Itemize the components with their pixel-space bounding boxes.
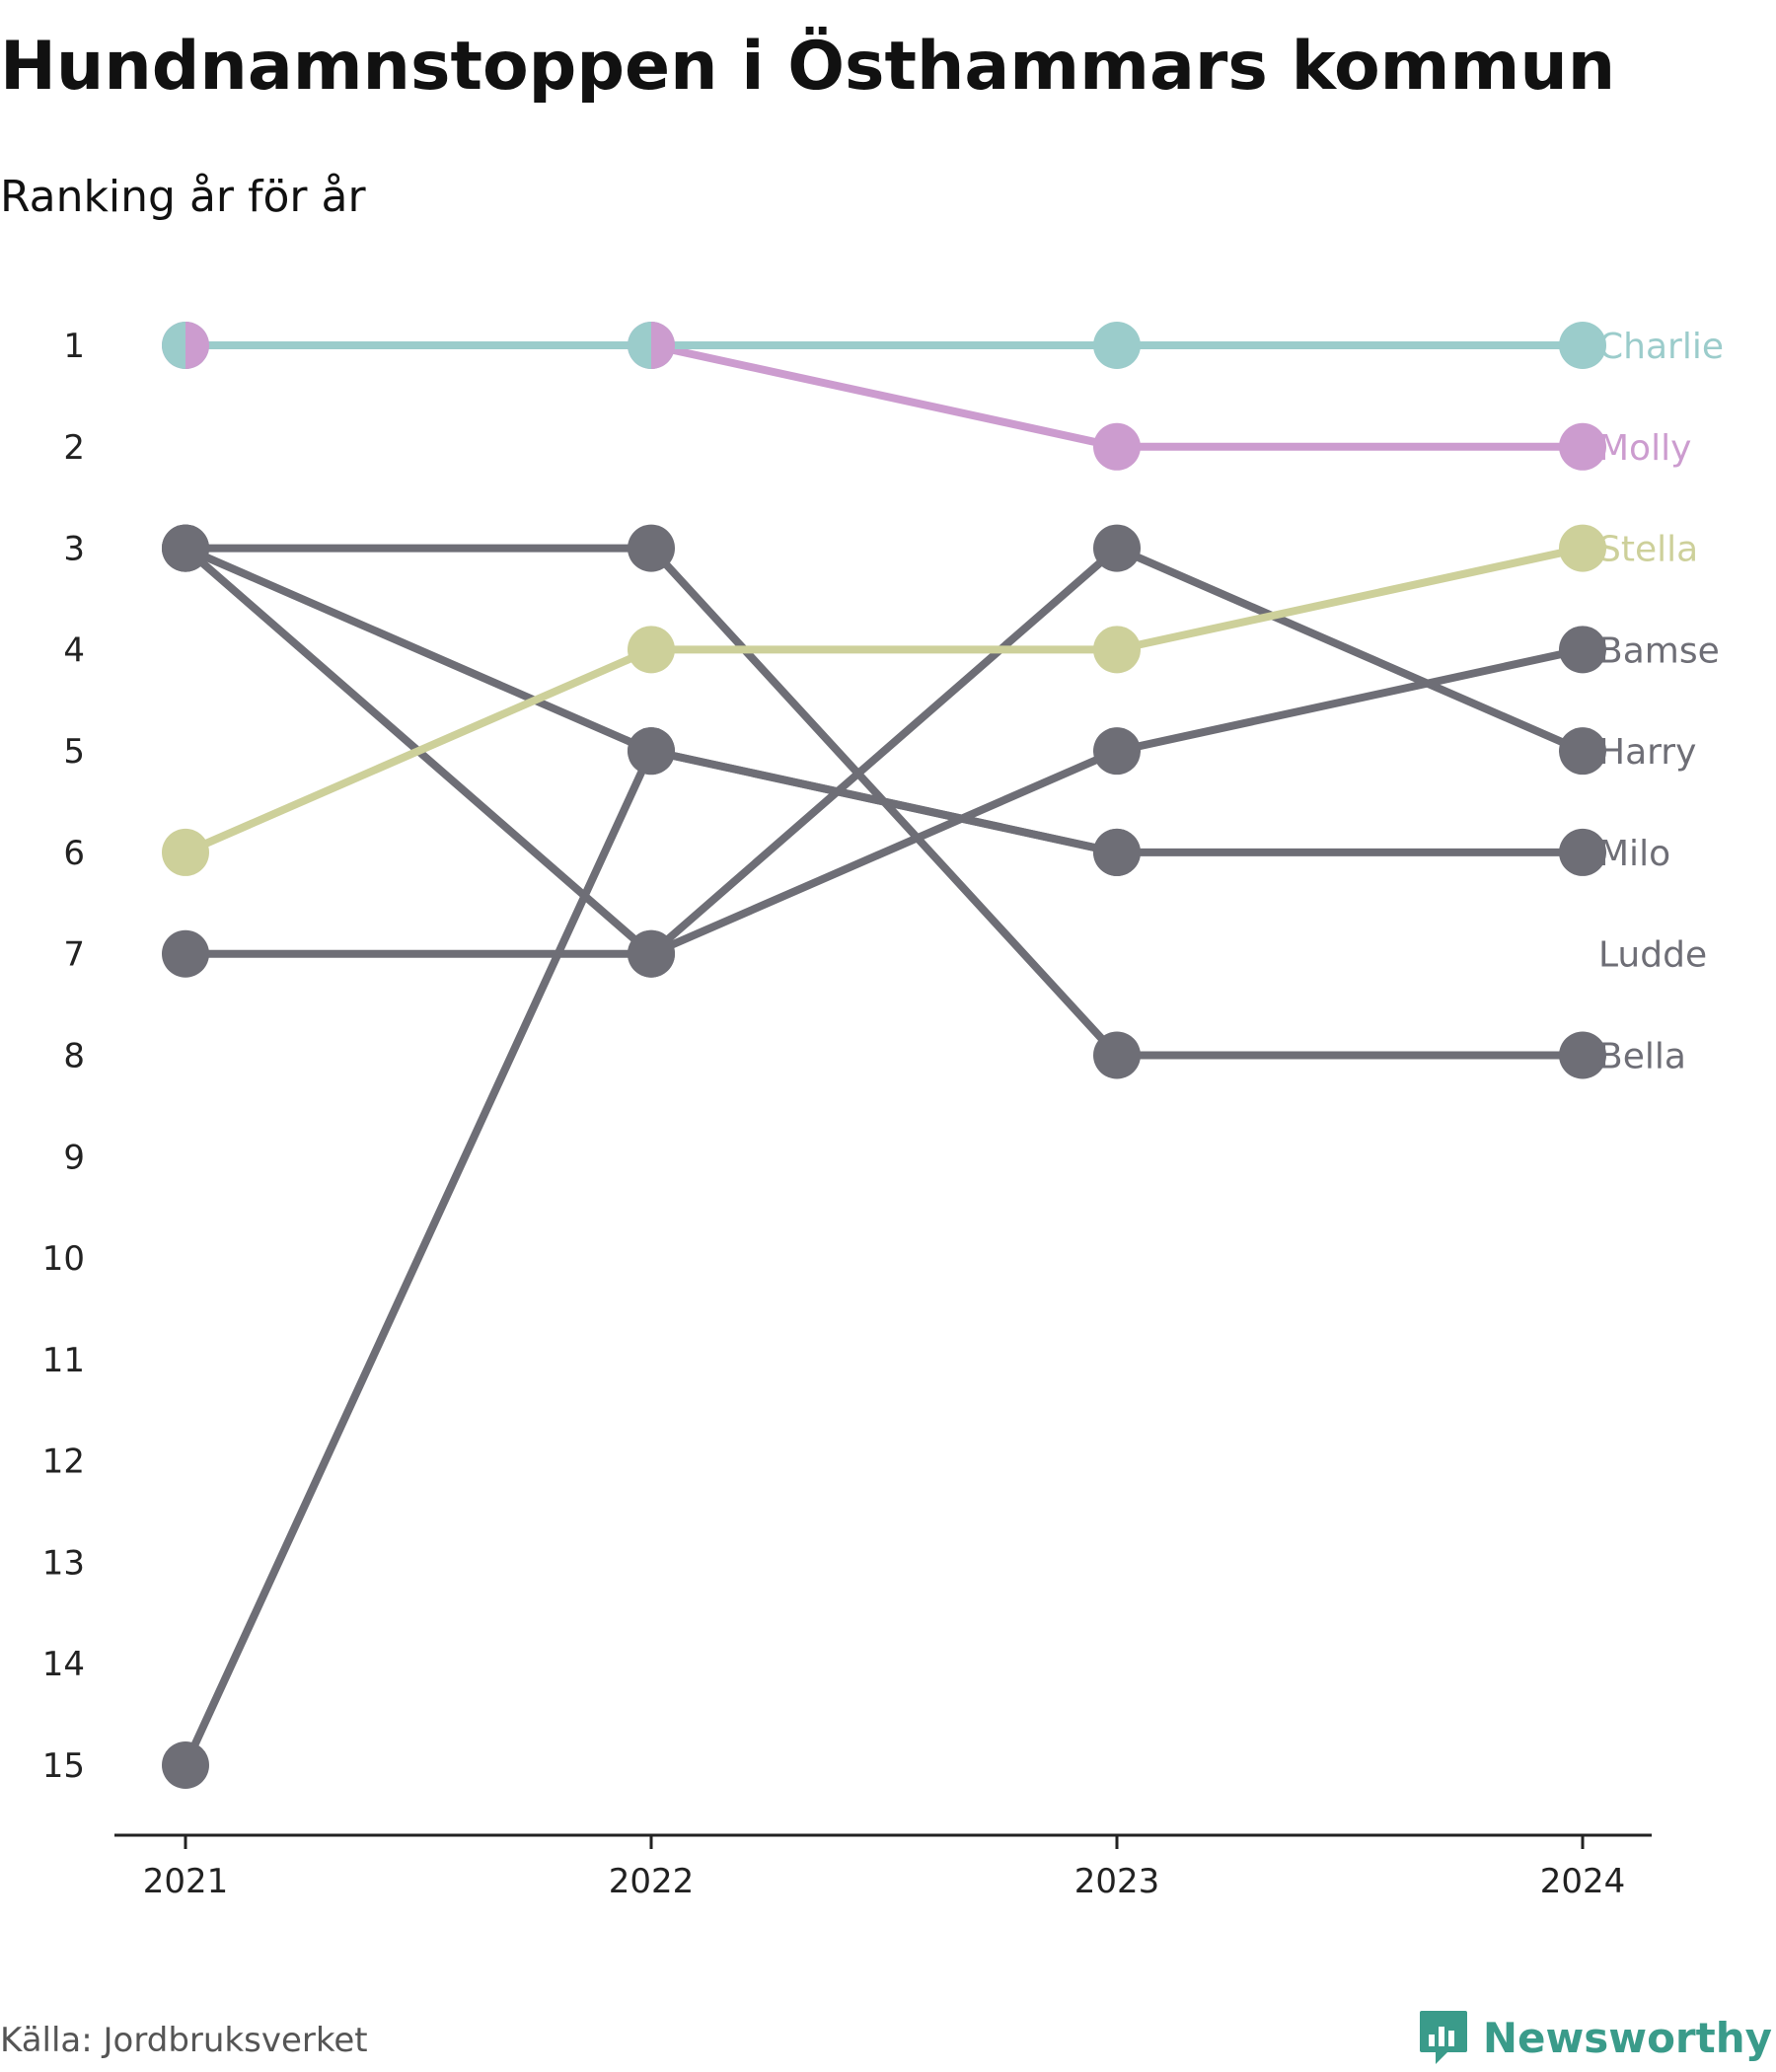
y-tick-label: 7 [63,935,85,975]
data-point-ludde [162,1741,209,1789]
y-tick-label: 13 [42,1543,85,1583]
series-line-molly [647,341,1121,451]
y-tick-label: 5 [63,732,85,772]
y-tick-label: 15 [42,1746,85,1786]
series-label-stella: Stella [1598,530,1698,570]
series-label-harry: Harry [1598,732,1696,773]
series-label-bella: Bella [1598,1037,1686,1077]
series-line-milo [182,544,655,756]
series-points [162,322,1606,1789]
data-point-milo [1559,828,1606,876]
data-point-stella [162,828,209,876]
y-tick-label: 8 [63,1037,85,1076]
source-text: Källa: Jordbruksverket [0,2021,368,2060]
data-point-stella [1093,626,1141,674]
bar-chart-bubble-icon [1419,2011,1467,2064]
series-lines [182,341,1587,1769]
data-point-bamse [162,929,209,978]
y-tick-label: 6 [63,834,85,873]
data-point-molly-half [185,322,209,369]
series-line-stella [182,645,655,856]
x-tick-label: 2024 [1540,1862,1626,1901]
y-tick-label: 11 [42,1341,85,1380]
series-line-bamse [647,747,1121,958]
series-label-milo: Milo [1598,834,1670,874]
y-tick-label: 2 [63,428,85,468]
series-line-stella [1113,544,1587,654]
data-point-bella [1559,1031,1606,1079]
data-point-charlie [1093,322,1141,369]
data-point-bamse [1093,727,1141,776]
y-tick-label: 10 [42,1239,85,1279]
brand-name: Newsworthy [1482,2013,1772,2062]
data-point-milo [628,727,675,776]
data-point-molly [1559,422,1606,471]
y-tick-label: 1 [63,327,85,366]
data-point-stella [1559,524,1606,572]
end-labels: Ludde Bella Milo Bamse Harry Stella Molly Charl… [1598,327,1724,1077]
data-point-charlie [1559,322,1606,369]
series-line-ludde [182,747,655,1769]
x-tick-label: 2022 [609,1862,695,1901]
series-line-harry [647,544,1121,958]
x-axis: 2021 2022 2023 2024 [114,1833,1652,1901]
data-point-stella [628,626,675,674]
data-point-harry [628,929,675,978]
y-tick-label: 9 [63,1138,85,1177]
data-point-harry [162,524,209,572]
y-tick-label: 12 [42,1443,85,1482]
data-point-bella [1093,1031,1141,1079]
series-label-molly: Molly [1598,428,1691,469]
y-tick-label: 4 [63,630,85,670]
data-point-bamse [1559,626,1606,674]
series-line-harry [1113,544,1587,756]
data-point-molly-half [651,322,675,369]
x-tick-label: 2021 [143,1862,229,1901]
y-tick-label: 3 [63,530,85,569]
series-line-milo [647,747,1121,856]
y-tick-label: 14 [42,1645,85,1684]
data-point-bella [628,524,675,572]
data-point-harry [1093,524,1141,572]
series-label-ludde: Ludde [1598,935,1707,976]
data-point-molly [1093,422,1141,471]
page-title: Hundnamnstoppen i Östhammars kommun [0,28,1616,106]
x-tick-label: 2023 [1074,1862,1160,1901]
data-point-harry [1559,727,1606,776]
data-point-milo [1093,828,1141,876]
series-line-bamse [1113,645,1587,756]
series-label-charlie: Charlie [1598,327,1724,367]
series-label-bamse: Bamse [1598,630,1720,671]
page-subtitle: Ranking år för år [0,172,366,222]
brand-logo: Newsworthy [1418,2009,1772,2066]
